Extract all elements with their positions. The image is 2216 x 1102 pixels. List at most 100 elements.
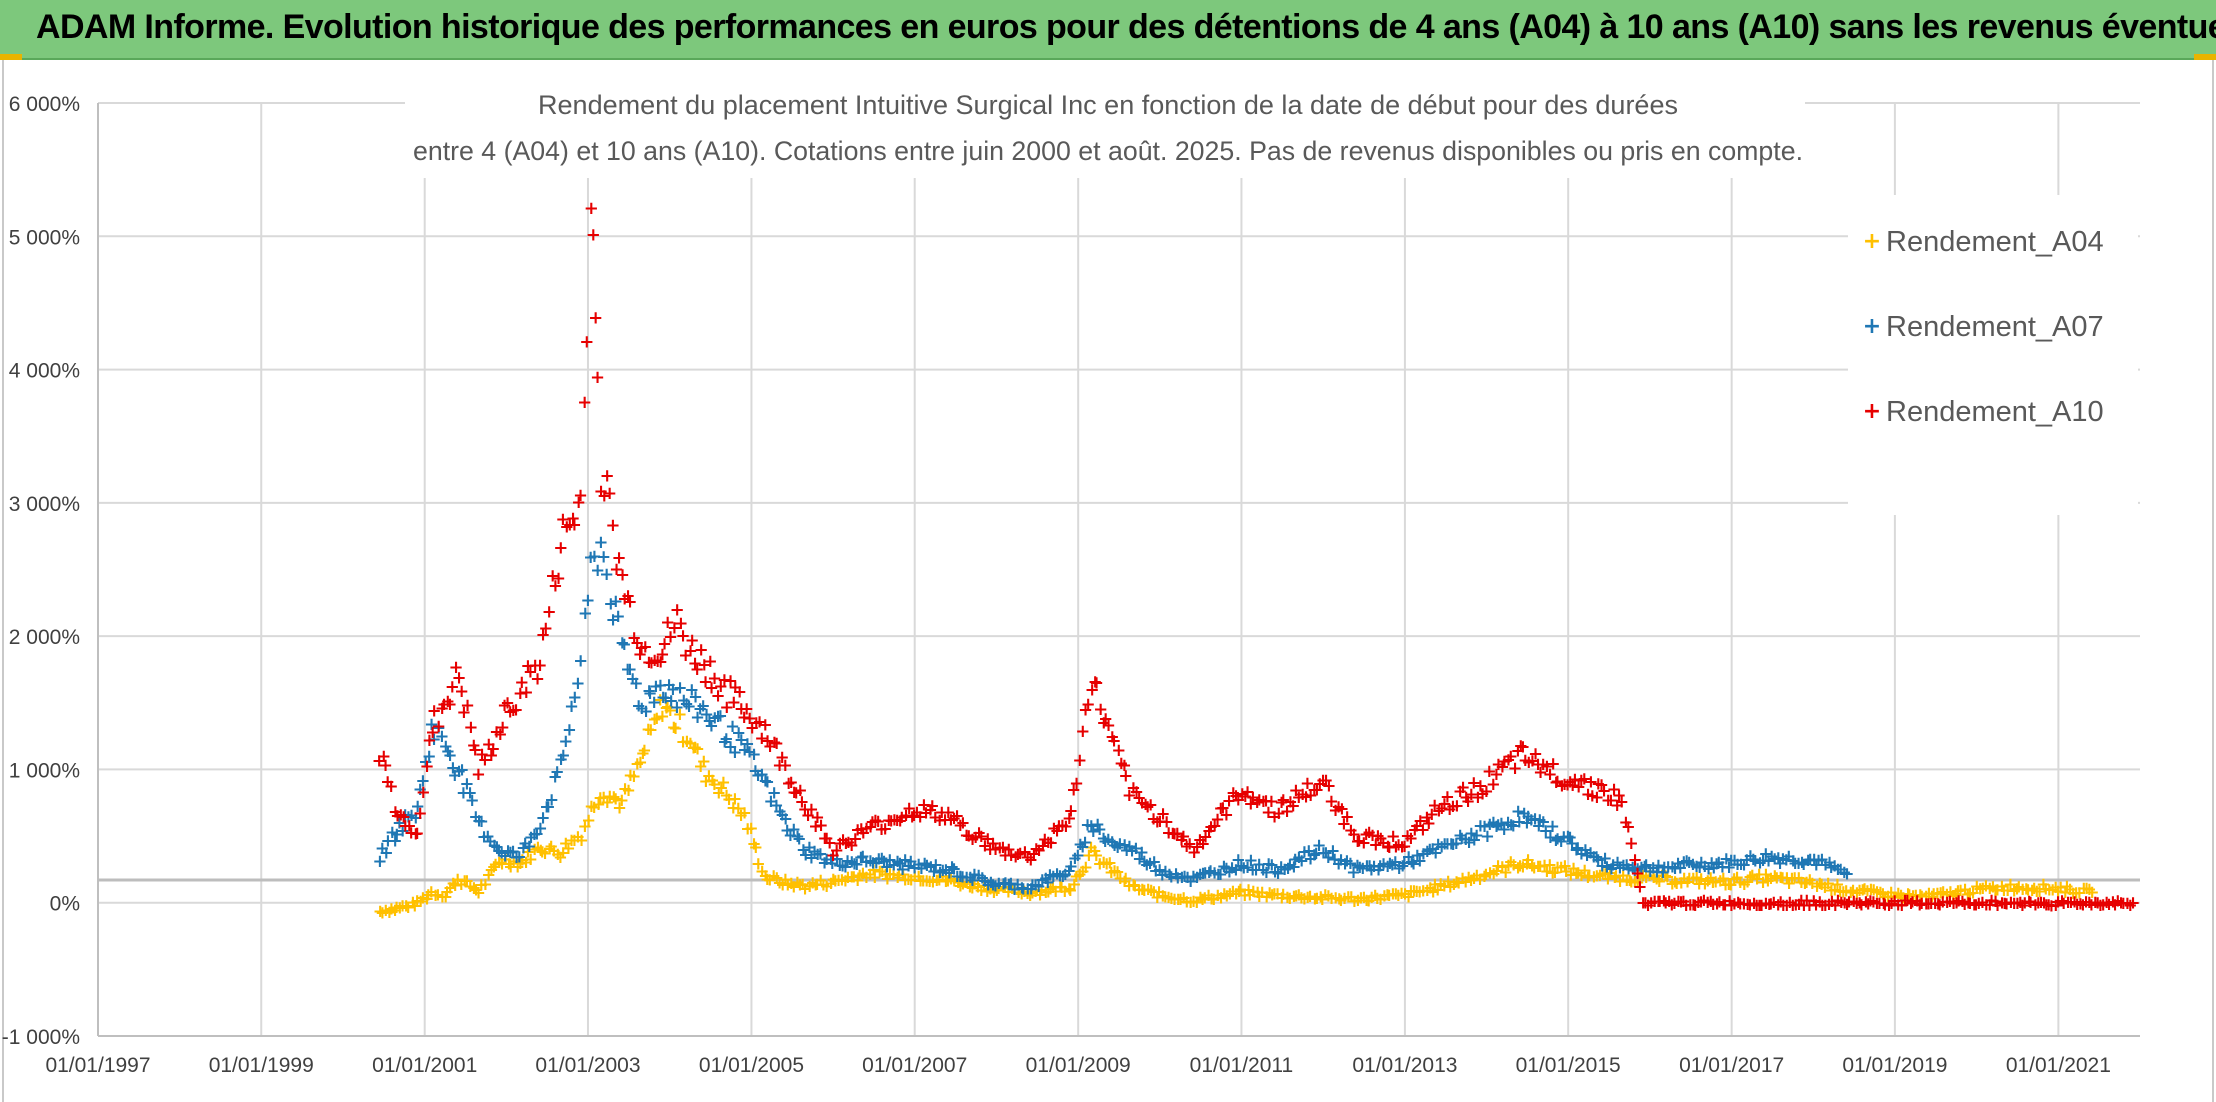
- data-point: +: [468, 879, 483, 900]
- chart-title-line-1: Rendement du placement Intuitive Surgica…: [538, 90, 1678, 120]
- data-point: +: [1001, 882, 1016, 903]
- data-point: +: [769, 868, 784, 889]
- data-point: +: [1294, 887, 1309, 908]
- data-point: +: [579, 331, 594, 352]
- data-point: +: [1176, 888, 1191, 909]
- data-point: +: [590, 367, 605, 388]
- data-point: +: [1087, 840, 1102, 861]
- data-point: +: [546, 841, 561, 862]
- data-point: +: [1028, 881, 1043, 902]
- data-point: +: [446, 873, 461, 894]
- data-point: +: [450, 869, 465, 890]
- data-point: +: [1118, 868, 1133, 889]
- data-point: +: [626, 766, 641, 787]
- data-point: +: [722, 789, 737, 810]
- data-point: +: [816, 875, 831, 896]
- data-point: +: [940, 870, 955, 891]
- data-point: +: [1214, 887, 1229, 908]
- data-point: +: [413, 891, 428, 912]
- data-point: +: [808, 874, 823, 895]
- data-point: +: [457, 871, 472, 892]
- data-point: +: [420, 888, 435, 909]
- data-point: +: [898, 870, 913, 891]
- y-tick-label: 6 000%: [9, 93, 80, 116]
- data-point: +: [602, 786, 617, 807]
- data-point: +: [838, 871, 853, 892]
- data-point: +: [786, 877, 801, 898]
- y-tick-label: 0%: [50, 893, 80, 916]
- data-point: +: [1270, 883, 1285, 904]
- data-point: +: [584, 796, 599, 817]
- data-point: +: [421, 885, 436, 906]
- data-point: +: [573, 485, 588, 506]
- data-point: +: [602, 483, 617, 504]
- frame-border-left: [2, 60, 4, 1102]
- data-point: +: [976, 875, 991, 896]
- data-point: +: [762, 869, 777, 890]
- data-point: +: [1141, 879, 1156, 900]
- data-point: +: [1274, 887, 1289, 908]
- data-point: +: [544, 789, 559, 810]
- data-point: +: [1069, 773, 1084, 794]
- data-point: +: [463, 876, 478, 897]
- data-point: +: [886, 864, 901, 885]
- data-point: +: [1045, 877, 1060, 898]
- data-point: +: [1063, 800, 1078, 821]
- data-point: +: [891, 864, 906, 885]
- data-point: +: [1614, 792, 1629, 813]
- data-point: +: [405, 892, 420, 913]
- corner-marker-right: [2194, 54, 2216, 60]
- data-point: +: [911, 866, 926, 887]
- data-point: +: [760, 869, 775, 890]
- data-point: +: [518, 852, 533, 873]
- data-point: +: [655, 706, 670, 727]
- data-point: +: [1289, 886, 1304, 907]
- data-point: +: [523, 849, 538, 870]
- data-point: +: [1206, 889, 1221, 910]
- x-tick-label: 01/01/2005: [699, 1054, 804, 1077]
- data-point: +: [867, 867, 882, 888]
- data-point: +: [1135, 879, 1150, 900]
- data-point: +: [419, 756, 434, 777]
- data-point: +: [967, 873, 982, 894]
- data-point: +: [1186, 891, 1201, 912]
- data-point: +: [1839, 863, 1854, 884]
- y-tick-label: 5 000%: [9, 226, 80, 249]
- data-point: +: [388, 900, 403, 921]
- data-point: +: [399, 895, 414, 916]
- data-point: +: [850, 870, 865, 891]
- data-point: +: [1252, 886, 1267, 907]
- data-point: +: [567, 515, 582, 536]
- data-point: +: [561, 838, 576, 859]
- data-point: +: [1072, 864, 1087, 885]
- data-point: +: [991, 878, 1006, 899]
- data-point: +: [564, 830, 579, 851]
- data-point: +: [1113, 868, 1128, 889]
- data-point: +: [570, 673, 585, 694]
- data-point: +: [440, 882, 455, 903]
- data-point: +: [935, 866, 950, 887]
- data-point: +: [795, 874, 810, 895]
- data-point: +: [714, 777, 729, 798]
- data-point: +: [672, 704, 687, 725]
- data-point: +: [533, 840, 548, 861]
- data-point: +: [1038, 882, 1053, 903]
- data-point: +: [1126, 874, 1141, 895]
- data-point: +: [587, 797, 602, 818]
- data-point: +: [1286, 886, 1301, 907]
- data-point: +: [641, 719, 656, 740]
- data-point: +: [852, 865, 867, 886]
- data-point: +: [1089, 672, 1104, 693]
- data-point: +: [901, 869, 916, 890]
- data-point: +: [460, 695, 475, 716]
- data-point: +: [772, 873, 787, 894]
- legend-label: Rendement_A10: [1886, 396, 2104, 428]
- legend-marker: +: [1863, 399, 1881, 424]
- data-point: +: [819, 876, 834, 897]
- data-point: +: [1246, 881, 1261, 902]
- data-point: +: [596, 787, 611, 808]
- data-point: +: [1005, 878, 1020, 899]
- data-point: +: [758, 865, 773, 886]
- data-point: +: [1237, 885, 1252, 906]
- data-point: +: [653, 690, 668, 711]
